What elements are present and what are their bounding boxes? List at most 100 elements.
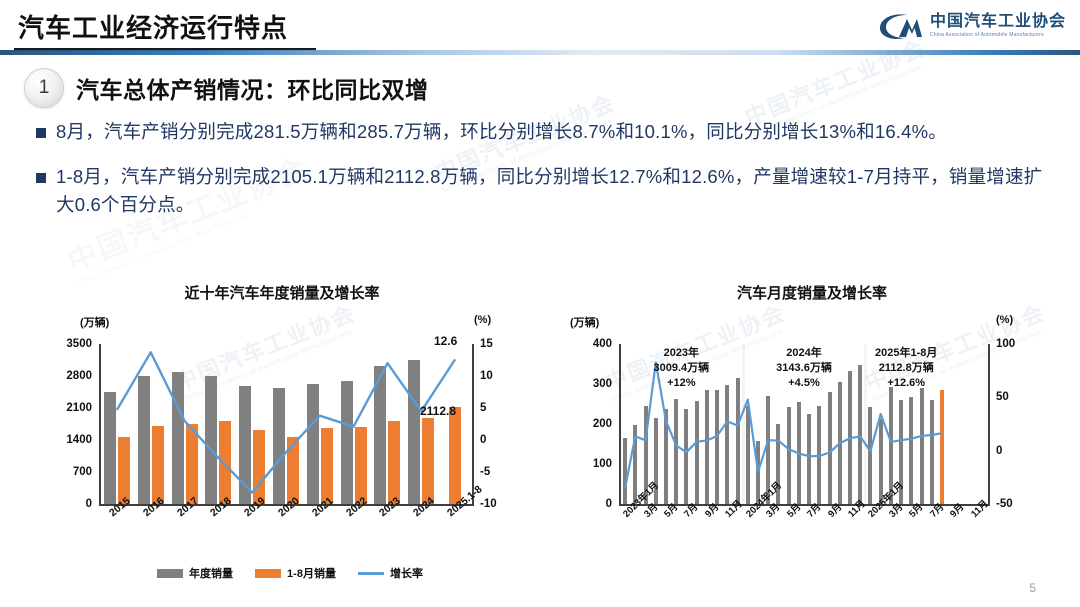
page-title: 汽车工业经济运行特点 bbox=[18, 13, 289, 43]
bullet-list: 8月，汽车产销分别完成281.5万辆和285.7万辆，环比分别增长8.7%和10… bbox=[36, 118, 1056, 236]
bar-partial bbox=[354, 426, 367, 504]
period-note: 2024年 3143.6万辆 +4.5% bbox=[752, 346, 856, 391]
y-axis-right bbox=[472, 344, 474, 506]
section-title: 汽车总体产销情况：环比同比双增 bbox=[76, 77, 429, 103]
bar-monthly bbox=[674, 399, 679, 504]
bar-annual bbox=[374, 366, 387, 504]
y-tick-label: 1400 bbox=[66, 434, 92, 446]
plot-area bbox=[100, 344, 472, 504]
chart-legend: 年度销量 1-8月销量 增长率 bbox=[100, 565, 480, 581]
period-growth: +12% bbox=[667, 376, 696, 389]
page-header: 汽车工业经济运行特点 中国汽车工业协会 China Association of… bbox=[0, 0, 1080, 56]
bar-annual bbox=[340, 381, 353, 504]
square-bullet-icon bbox=[36, 172, 46, 183]
bar-monthly bbox=[807, 413, 812, 504]
y-tick-label: 2800 bbox=[66, 370, 92, 382]
bar-annual bbox=[273, 388, 285, 504]
growth-line bbox=[624, 361, 943, 489]
legend-swatch-growth bbox=[357, 571, 384, 575]
bar-monthly bbox=[623, 438, 628, 504]
page-number: 5 bbox=[1029, 581, 1036, 595]
bar-monthly bbox=[735, 377, 740, 504]
legend-swatch-partial bbox=[255, 568, 282, 578]
bar-partial bbox=[287, 437, 299, 504]
cam-logo-icon bbox=[877, 11, 923, 41]
y2-tick-label: 100 bbox=[996, 338, 1016, 350]
square-bullet-icon bbox=[36, 128, 46, 138]
bar-highlight bbox=[940, 389, 944, 504]
bar-monthly bbox=[766, 396, 771, 504]
bar-monthly bbox=[827, 391, 832, 504]
bar-monthly bbox=[664, 408, 668, 504]
legend-item-annual: 年度销量 bbox=[157, 565, 233, 581]
y2-tick-label: 15 bbox=[480, 338, 493, 350]
bar-partial bbox=[253, 430, 266, 504]
y-axis-unit-left: (万辆) bbox=[570, 317, 600, 329]
bar-monthly bbox=[868, 407, 873, 504]
bar-partial bbox=[388, 420, 401, 504]
y-tick-label: 100 bbox=[592, 458, 612, 470]
y-tick-label: 0 bbox=[85, 498, 92, 510]
bar-partial bbox=[422, 418, 435, 504]
bar-annual bbox=[239, 386, 252, 504]
period-separator bbox=[864, 344, 868, 504]
list-item: 1-8月，汽车产销分别完成2105.1万辆和2112.8万辆，同比分别增长12.… bbox=[36, 163, 1056, 220]
y-tick-label: 2100 bbox=[66, 402, 92, 414]
y-tick-label: 3500 bbox=[66, 338, 92, 350]
bar-partial bbox=[320, 428, 333, 504]
period-year: 2024年 bbox=[786, 347, 822, 359]
y-tick-label: 200 bbox=[592, 418, 612, 430]
y-tick-label: 400 bbox=[592, 338, 612, 350]
bar-monthly bbox=[776, 424, 781, 504]
header-divider bbox=[0, 50, 1080, 55]
growth-line bbox=[115, 351, 457, 494]
legend-swatch-annual bbox=[157, 568, 184, 578]
legend-label-partial: 1-8月销量 bbox=[287, 568, 336, 580]
period-volume: 3143.6万辆 bbox=[776, 361, 832, 374]
bar-annual bbox=[171, 371, 184, 504]
legend-item-growth: 增长率 bbox=[357, 565, 423, 581]
period-growth: +12.6% bbox=[887, 376, 926, 389]
y2-tick-label: 0 bbox=[480, 434, 487, 446]
bar-monthly bbox=[745, 406, 750, 504]
chart-title: 汽车月度销量及增长率 bbox=[736, 285, 887, 302]
title-underline bbox=[14, 48, 316, 51]
bar-monthly bbox=[858, 364, 863, 504]
y2-tick-label: -10 bbox=[480, 498, 497, 510]
y-axis-unit-left: (万辆) bbox=[80, 317, 110, 329]
bullet-text: 1-8月，汽车产销分别完成2105.1万辆和2112.8万辆，同比分别增长12.… bbox=[56, 165, 1043, 216]
period-volume: 2112.8万辆 bbox=[878, 361, 934, 374]
data-label-growth: 12.6 bbox=[434, 334, 458, 348]
bar-monthly bbox=[704, 389, 709, 504]
section-number-badge: 1 bbox=[24, 68, 64, 108]
bar-monthly bbox=[694, 400, 699, 504]
chart-annual-sales: 近十年汽车年度销量及增长率 (万辆) (%) 0 700 1400 2100 2800 3… bbox=[22, 282, 542, 597]
list-item: 8月，汽车产销分别完成281.5万辆和285.7万辆，环比分别增长8.7%和10… bbox=[36, 118, 1056, 147]
period-note: 2023年 3009.4万辆 +12% bbox=[629, 346, 733, 391]
y-tick-label: 300 bbox=[592, 378, 612, 390]
bar-annual bbox=[306, 383, 319, 504]
logo-text-en: China Association of Automobile Manufact… bbox=[929, 32, 1044, 38]
bar-partial bbox=[185, 423, 198, 504]
y2-tick-label: 50 bbox=[996, 391, 1009, 404]
bar-monthly bbox=[725, 385, 730, 504]
bar-monthly bbox=[653, 417, 658, 504]
period-year: 2023年 bbox=[663, 347, 700, 359]
bar-monthly bbox=[919, 387, 924, 504]
y-axis-unit-right: (%) bbox=[996, 314, 1014, 326]
y2-tick-label: 10 bbox=[480, 370, 493, 382]
legend-label-growth: 增长率 bbox=[389, 568, 423, 580]
chart-monthly-sales: 汽车月度销量及增长率 (万辆) (%) 0 100 200 300 400 -50 0 50… bbox=[548, 282, 1076, 597]
y2-tick-label: 0 bbox=[996, 444, 1003, 457]
bar-annual bbox=[137, 375, 150, 504]
legend-item-partial: 1-8月销量 bbox=[255, 565, 336, 581]
y-axis-unit-right: (%) bbox=[474, 314, 492, 326]
org-logo: 中国汽车工业协会 China Association of Automobile… bbox=[877, 8, 1066, 44]
bar-partial bbox=[151, 425, 164, 504]
y2-tick-label: -5 bbox=[480, 466, 491, 478]
bar-annual bbox=[103, 391, 116, 504]
bullet-text: 8月，汽车产销分别完成281.5万辆和285.7万辆，环比分别增长8.7%和10… bbox=[56, 121, 947, 142]
bar-partial bbox=[117, 436, 130, 504]
bar-monthly bbox=[684, 408, 689, 504]
period-growth: +4.5% bbox=[788, 376, 820, 389]
